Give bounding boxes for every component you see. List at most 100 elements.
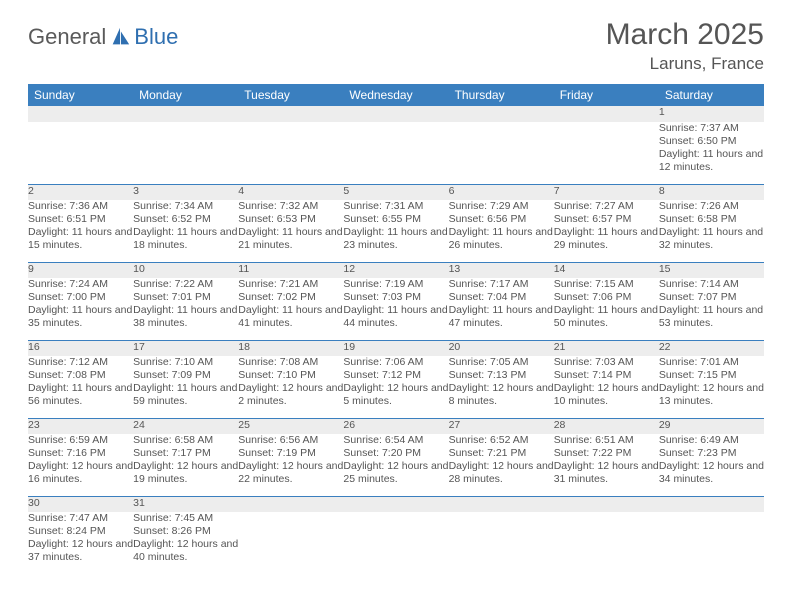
daynum-row: 9101112131415 bbox=[28, 262, 764, 278]
day-cell: Sunrise: 6:51 AM Sunset: 7:22 PM Dayligh… bbox=[554, 434, 659, 496]
day-cell bbox=[28, 122, 133, 184]
weekday-header: Tuesday bbox=[238, 84, 343, 106]
day-cell bbox=[554, 122, 659, 184]
day-cell bbox=[238, 122, 343, 184]
day-cell: Sunrise: 7:08 AM Sunset: 7:10 PM Dayligh… bbox=[238, 356, 343, 418]
day-number: 24 bbox=[133, 418, 238, 434]
day-cell: Sunrise: 7:19 AM Sunset: 7:03 PM Dayligh… bbox=[343, 278, 448, 340]
daynum-row: 1 bbox=[28, 106, 764, 122]
day-cell bbox=[133, 122, 238, 184]
daynum-row: 2345678 bbox=[28, 184, 764, 200]
day-cell: Sunrise: 6:49 AM Sunset: 7:23 PM Dayligh… bbox=[659, 434, 764, 496]
day-cell: Sunrise: 7:06 AM Sunset: 7:12 PM Dayligh… bbox=[343, 356, 448, 418]
day-cell: Sunrise: 7:34 AM Sunset: 6:52 PM Dayligh… bbox=[133, 200, 238, 262]
weekday-header-row: Sunday Monday Tuesday Wednesday Thursday… bbox=[28, 84, 764, 106]
day-number: 27 bbox=[449, 418, 554, 434]
day-number bbox=[554, 106, 659, 122]
day-cell: Sunrise: 7:22 AM Sunset: 7:01 PM Dayligh… bbox=[133, 278, 238, 340]
detail-row: Sunrise: 7:24 AM Sunset: 7:00 PM Dayligh… bbox=[28, 278, 764, 340]
day-cell bbox=[449, 122, 554, 184]
daynum-row: 23242526272829 bbox=[28, 418, 764, 434]
day-cell: Sunrise: 6:52 AM Sunset: 7:21 PM Dayligh… bbox=[449, 434, 554, 496]
day-cell: Sunrise: 7:47 AM Sunset: 8:24 PM Dayligh… bbox=[28, 512, 133, 574]
day-number: 7 bbox=[554, 184, 659, 200]
day-number: 16 bbox=[28, 340, 133, 356]
day-number bbox=[133, 106, 238, 122]
day-cell bbox=[343, 512, 448, 574]
brand-part2: Blue bbox=[134, 24, 178, 50]
day-number: 5 bbox=[343, 184, 448, 200]
day-number: 10 bbox=[133, 262, 238, 278]
detail-row: Sunrise: 7:37 AM Sunset: 6:50 PM Dayligh… bbox=[28, 122, 764, 184]
day-number: 25 bbox=[238, 418, 343, 434]
day-cell: Sunrise: 7:01 AM Sunset: 7:15 PM Dayligh… bbox=[659, 356, 764, 418]
detail-row: Sunrise: 7:12 AM Sunset: 7:08 PM Dayligh… bbox=[28, 356, 764, 418]
day-number: 9 bbox=[28, 262, 133, 278]
day-cell bbox=[449, 512, 554, 574]
weekday-header: Sunday bbox=[28, 84, 133, 106]
day-cell: Sunrise: 7:29 AM Sunset: 6:56 PM Dayligh… bbox=[449, 200, 554, 262]
day-number: 26 bbox=[343, 418, 448, 434]
day-number: 22 bbox=[659, 340, 764, 356]
day-number bbox=[343, 106, 448, 122]
day-cell: Sunrise: 7:24 AM Sunset: 7:00 PM Dayligh… bbox=[28, 278, 133, 340]
day-cell bbox=[238, 512, 343, 574]
day-number: 1 bbox=[659, 106, 764, 122]
brand-logo: General Blue bbox=[28, 24, 178, 50]
day-cell: Sunrise: 7:26 AM Sunset: 6:58 PM Dayligh… bbox=[659, 200, 764, 262]
day-number bbox=[659, 496, 764, 512]
day-cell: Sunrise: 7:12 AM Sunset: 7:08 PM Dayligh… bbox=[28, 356, 133, 418]
day-number: 15 bbox=[659, 262, 764, 278]
day-number: 12 bbox=[343, 262, 448, 278]
day-number: 4 bbox=[238, 184, 343, 200]
day-cell: Sunrise: 7:27 AM Sunset: 6:57 PM Dayligh… bbox=[554, 200, 659, 262]
detail-row: Sunrise: 7:47 AM Sunset: 8:24 PM Dayligh… bbox=[28, 512, 764, 574]
day-number: 23 bbox=[28, 418, 133, 434]
day-cell: Sunrise: 7:10 AM Sunset: 7:09 PM Dayligh… bbox=[133, 356, 238, 418]
day-cell: Sunrise: 7:05 AM Sunset: 7:13 PM Dayligh… bbox=[449, 356, 554, 418]
day-number: 8 bbox=[659, 184, 764, 200]
day-number: 20 bbox=[449, 340, 554, 356]
weekday-header: Friday bbox=[554, 84, 659, 106]
sail-icon bbox=[109, 26, 131, 48]
day-number: 19 bbox=[343, 340, 448, 356]
day-number: 6 bbox=[449, 184, 554, 200]
detail-row: Sunrise: 7:36 AM Sunset: 6:51 PM Dayligh… bbox=[28, 200, 764, 262]
day-number: 18 bbox=[238, 340, 343, 356]
calendar-table: Sunday Monday Tuesday Wednesday Thursday… bbox=[28, 84, 764, 574]
day-number: 2 bbox=[28, 184, 133, 200]
day-number: 11 bbox=[238, 262, 343, 278]
weekday-header: Saturday bbox=[659, 84, 764, 106]
day-cell: Sunrise: 7:17 AM Sunset: 7:04 PM Dayligh… bbox=[449, 278, 554, 340]
day-cell: Sunrise: 7:03 AM Sunset: 7:14 PM Dayligh… bbox=[554, 356, 659, 418]
day-number bbox=[28, 106, 133, 122]
day-cell: Sunrise: 6:58 AM Sunset: 7:17 PM Dayligh… bbox=[133, 434, 238, 496]
day-number bbox=[449, 106, 554, 122]
day-cell bbox=[554, 512, 659, 574]
day-cell: Sunrise: 7:21 AM Sunset: 7:02 PM Dayligh… bbox=[238, 278, 343, 340]
day-cell: Sunrise: 7:45 AM Sunset: 8:26 PM Dayligh… bbox=[133, 512, 238, 574]
detail-row: Sunrise: 6:59 AM Sunset: 7:16 PM Dayligh… bbox=[28, 434, 764, 496]
day-number: 31 bbox=[133, 496, 238, 512]
day-number: 30 bbox=[28, 496, 133, 512]
header: General Blue March 2025 Laruns, France bbox=[28, 18, 764, 74]
day-number: 28 bbox=[554, 418, 659, 434]
day-cell: Sunrise: 7:14 AM Sunset: 7:07 PM Dayligh… bbox=[659, 278, 764, 340]
day-cell: Sunrise: 7:32 AM Sunset: 6:53 PM Dayligh… bbox=[238, 200, 343, 262]
day-number: 17 bbox=[133, 340, 238, 356]
brand-part1: General bbox=[28, 24, 106, 50]
day-cell: Sunrise: 6:54 AM Sunset: 7:20 PM Dayligh… bbox=[343, 434, 448, 496]
day-number: 14 bbox=[554, 262, 659, 278]
day-number bbox=[238, 106, 343, 122]
day-cell: Sunrise: 6:59 AM Sunset: 7:16 PM Dayligh… bbox=[28, 434, 133, 496]
location: Laruns, France bbox=[606, 54, 764, 74]
day-cell bbox=[659, 512, 764, 574]
day-number bbox=[238, 496, 343, 512]
day-cell: Sunrise: 7:37 AM Sunset: 6:50 PM Dayligh… bbox=[659, 122, 764, 184]
weekday-header: Monday bbox=[133, 84, 238, 106]
day-cell: Sunrise: 7:36 AM Sunset: 6:51 PM Dayligh… bbox=[28, 200, 133, 262]
day-cell bbox=[343, 122, 448, 184]
day-number: 3 bbox=[133, 184, 238, 200]
day-cell: Sunrise: 7:31 AM Sunset: 6:55 PM Dayligh… bbox=[343, 200, 448, 262]
weekday-header: Thursday bbox=[449, 84, 554, 106]
